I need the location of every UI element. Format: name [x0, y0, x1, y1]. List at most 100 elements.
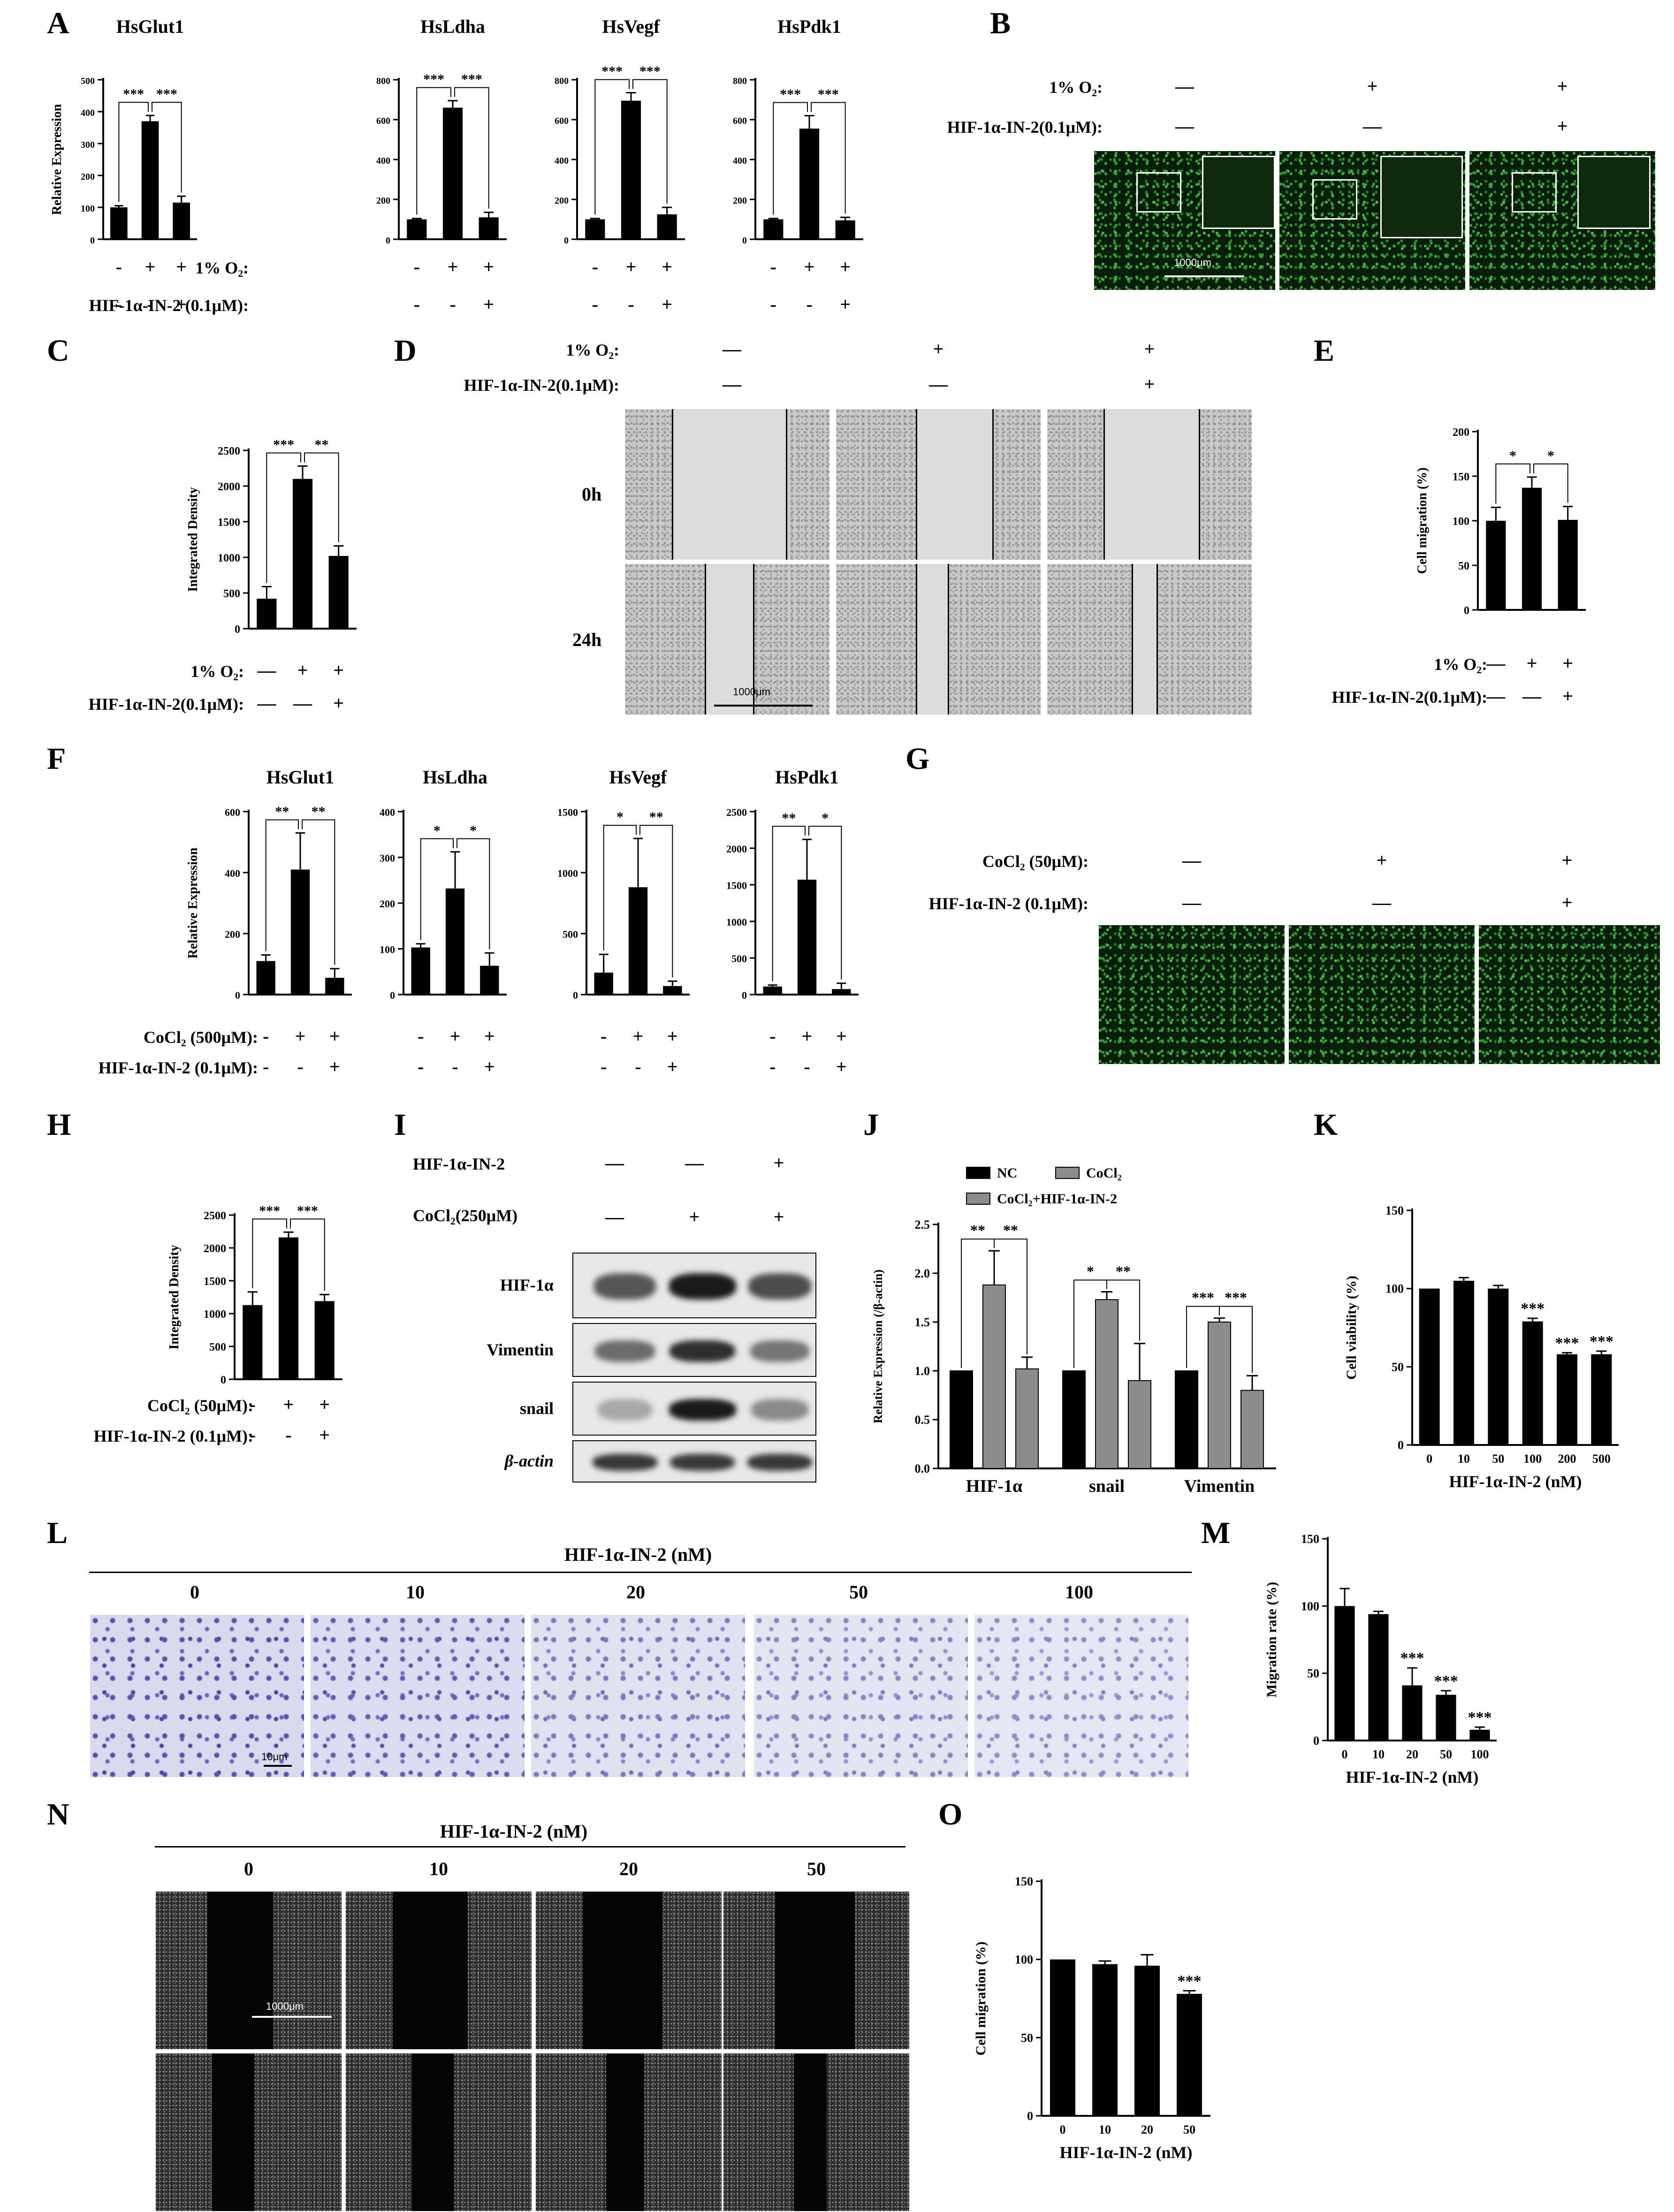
- blot-band: [751, 1399, 808, 1421]
- bar: [314, 1301, 335, 1379]
- x-tick-label: 100: [1523, 1452, 1542, 1466]
- bar: [110, 207, 128, 239]
- significance-label: ***: [780, 87, 801, 102]
- chart-e-cell-migration: Cell migration (%) 0 50 100 150 200 * *: [1415, 426, 1586, 617]
- sign-g_hif-1: —: [1372, 892, 1391, 913]
- wound-gap: [916, 564, 949, 715]
- wound-gap: [411, 2053, 454, 2211]
- sign-b_o2-0: —: [1175, 76, 1194, 97]
- sign-i_hif-0: —: [605, 1152, 624, 1173]
- significance-label: *: [1509, 448, 1516, 464]
- bar: [1522, 1321, 1543, 1445]
- sign-d_o2-0: —: [723, 338, 741, 359]
- sign-a_o2-2: +: [176, 256, 187, 277]
- y-tick-label: 200: [555, 196, 569, 206]
- significance-bracket: [152, 102, 182, 193]
- sign-h_co-2: +: [319, 1394, 330, 1415]
- d-scale-bar: [714, 705, 813, 707]
- sign-a_o2-1: +: [625, 256, 637, 277]
- bar: [1488, 1288, 1509, 1445]
- chart-f-hsglut1: HsGlut1 Relative Expression 0 200 400 600 ** **: [186, 767, 352, 1001]
- y-tick-label: 0: [1464, 605, 1469, 617]
- sign-f_co-0: -: [769, 1026, 776, 1047]
- sign-a_hif-1: -: [628, 294, 634, 315]
- x-tick-label: 200: [1558, 1452, 1576, 1466]
- sign-f_co-2: +: [484, 1026, 495, 1047]
- l-transwell-image: [530, 1614, 746, 1778]
- x-tick-label: 500: [1592, 1452, 1611, 1466]
- blot-band: [669, 1273, 736, 1300]
- sign-g_hif-2: +: [1561, 892, 1573, 913]
- sign-f_co-2: +: [329, 1026, 340, 1047]
- panel-label-a: A: [47, 6, 69, 40]
- significance-label: **: [312, 804, 326, 820]
- bar: [479, 217, 499, 239]
- y-tick-label: 1500: [218, 517, 240, 529]
- chart-h-integrated-density: Integrated Density 0 500 1000 1500 2000 2500 **…: [167, 1203, 342, 1386]
- significance-label: *: [434, 823, 441, 838]
- y-tick-label: 600: [555, 116, 569, 126]
- sign-f_co-1: +: [801, 1026, 813, 1047]
- bar: [657, 214, 677, 239]
- sign-f_co-1: +: [295, 1026, 306, 1047]
- bar: [1050, 1959, 1075, 2116]
- y-tick-label: 0: [742, 236, 747, 246]
- bar: [141, 121, 159, 239]
- c-hif-label: HIF-1α-IN-2(0.1μM):: [88, 695, 244, 714]
- y-tick-label: 50: [1021, 2031, 1033, 2045]
- sign-e_o2-2: +: [1562, 653, 1574, 674]
- bar: [1368, 1614, 1389, 1741]
- panel-label-k: K: [1314, 1108, 1338, 1142]
- y-tick-label: 800: [555, 76, 569, 86]
- n-wound-image-24h: [345, 2052, 533, 2212]
- g-image-cocl2: [1288, 924, 1476, 1065]
- d-wound-image-24h-1: [835, 563, 1042, 715]
- panel-label-i: I: [394, 1108, 406, 1142]
- x-tick-label: 50: [1440, 1748, 1452, 1761]
- g-hif-label: HIF-1α-IN-2 (0.1μM):: [928, 894, 1088, 913]
- blot-row-label: snail: [519, 1399, 554, 1418]
- n-scale-label: 1000μm: [266, 2000, 304, 2012]
- d-wound-image-24h-2: [1046, 563, 1253, 715]
- bar: [1419, 1288, 1440, 1445]
- y-tick-label: 400: [376, 156, 390, 166]
- significance-label: ***: [461, 72, 482, 87]
- sign-a_hif-0: -: [413, 294, 420, 315]
- blot-band: [595, 1340, 655, 1362]
- bar: [243, 1305, 263, 1379]
- bar: [290, 869, 310, 995]
- x-tick-label: 10: [1099, 2123, 1111, 2136]
- significance-bracket: [811, 102, 846, 214]
- significance-bracket: [772, 826, 806, 981]
- significance-label: *: [1547, 448, 1554, 464]
- bar: [1436, 1695, 1456, 1741]
- sign-g_co-1: +: [1376, 850, 1387, 871]
- bar: [480, 965, 499, 995]
- bar: [442, 107, 463, 239]
- panel-label-j: J: [863, 1108, 879, 1142]
- sign-a_o2-0: -: [592, 256, 598, 277]
- y-tick-label: 100: [1385, 1282, 1404, 1296]
- significance-bracket: [1219, 1306, 1253, 1373]
- legend-label: NC: [997, 1165, 1017, 1181]
- sign-f_hif-1: -: [297, 1056, 304, 1077]
- sign-a_o2-2: +: [840, 256, 851, 277]
- n-dose-title: HIF-1α-IN-2 (nM): [440, 1821, 588, 1842]
- panel-label-b: B: [990, 6, 1011, 40]
- blot-band: [670, 1340, 735, 1362]
- bar: [763, 986, 782, 995]
- sign-a_hif-0: -: [115, 294, 122, 315]
- d-24h-label: 24h: [572, 629, 602, 650]
- y-tick-label: 0: [235, 989, 240, 1001]
- bar: [173, 202, 190, 239]
- significance-bracket: [994, 1239, 1027, 1354]
- bar: [256, 961, 275, 995]
- sign-a_hif-0: -: [770, 294, 776, 315]
- b-hif-label: HIF-1α-IN-2(0.1μM):: [947, 118, 1103, 137]
- d-hif-label: HIF-1α-IN-2(0.1μM):: [464, 376, 619, 395]
- y-axis-label: Integrated Density: [186, 487, 200, 592]
- bar: [594, 973, 613, 995]
- n-dose-label: 10: [429, 1858, 448, 1879]
- significance-label: **: [782, 810, 796, 826]
